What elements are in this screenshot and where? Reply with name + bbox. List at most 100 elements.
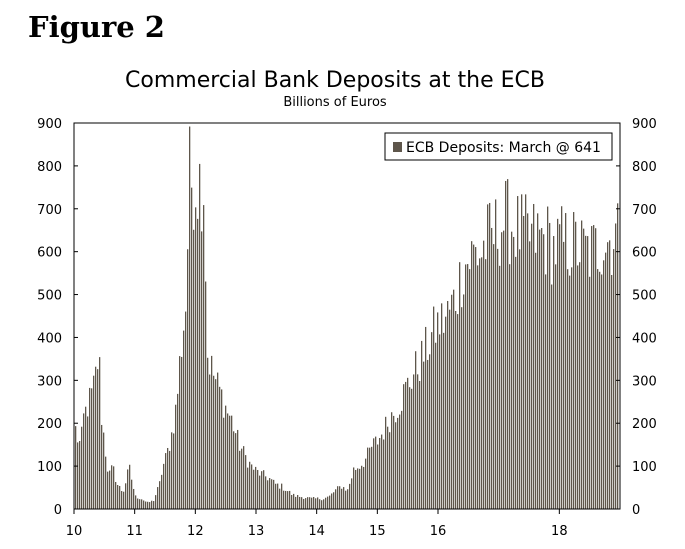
bar [593, 225, 595, 509]
bar [203, 205, 205, 509]
bar [309, 497, 311, 509]
bar [461, 307, 463, 509]
bar [169, 450, 171, 509]
bar [419, 380, 421, 509]
bar [373, 438, 375, 509]
bar [123, 491, 125, 509]
bar [217, 372, 219, 509]
bar [359, 468, 361, 509]
left-y-tick-label: 700 [37, 203, 62, 218]
bar [151, 500, 153, 509]
left-y-tick-label: 800 [37, 160, 62, 175]
bar [97, 369, 99, 509]
left-y-tick-label: 0 [54, 503, 62, 518]
bar [181, 356, 183, 509]
bar [405, 381, 407, 509]
bar [335, 489, 337, 509]
bar [237, 429, 239, 509]
bar [417, 374, 419, 509]
bar [133, 488, 135, 509]
x-tick-label: 14 [308, 524, 325, 539]
bar [567, 269, 569, 509]
bar [617, 203, 619, 509]
bar [105, 456, 107, 509]
bar [577, 265, 579, 509]
bar [457, 314, 459, 509]
bar [143, 500, 145, 509]
bar [303, 498, 305, 509]
figure-label: Figure 2 [28, 10, 165, 44]
bar [445, 316, 447, 509]
legend-box [384, 132, 613, 161]
bar [147, 501, 149, 509]
bar [317, 497, 319, 509]
bar [183, 330, 185, 509]
bar [437, 312, 439, 509]
bar [93, 375, 95, 509]
bar [511, 231, 513, 509]
bar [389, 432, 391, 509]
bar [535, 252, 537, 510]
bar [615, 223, 617, 509]
bar [245, 455, 247, 509]
bar [453, 289, 455, 509]
bar [503, 230, 505, 509]
bar [319, 499, 321, 509]
bar [527, 213, 529, 509]
bar [129, 464, 131, 509]
bar [99, 357, 101, 509]
bar [313, 496, 315, 509]
right-y-tick-label: 700 [632, 203, 657, 218]
bar [287, 491, 289, 509]
left-y-tick-label: 200 [37, 417, 62, 432]
bar [229, 415, 231, 509]
bar [537, 213, 539, 509]
bar [197, 218, 199, 509]
bar [227, 413, 229, 509]
bar [121, 491, 123, 509]
bar [339, 486, 341, 509]
bar [233, 431, 235, 509]
bar [263, 470, 265, 509]
bar [367, 447, 369, 509]
chart-title: Commercial Bank Deposits at the ECB [125, 68, 545, 93]
bar [299, 496, 301, 509]
bar [529, 241, 531, 509]
bar [555, 264, 557, 509]
right-y-tick-label: 100 [632, 460, 657, 475]
bar [549, 222, 551, 509]
bar [137, 498, 139, 509]
bar [159, 481, 161, 509]
bar [259, 475, 261, 509]
bar [195, 207, 197, 510]
bar [521, 194, 523, 510]
bar [207, 357, 209, 509]
bar [277, 483, 279, 509]
bar [257, 469, 259, 509]
bar [125, 483, 127, 509]
bar [251, 464, 253, 509]
bar [289, 490, 291, 509]
bar [241, 448, 243, 509]
bar [383, 439, 385, 509]
bar [369, 447, 371, 509]
x-tick-label: 12 [187, 524, 204, 539]
bar [225, 405, 227, 509]
bar [613, 249, 615, 510]
bar [167, 447, 169, 509]
bar [155, 495, 157, 509]
bar [235, 433, 237, 509]
bar [117, 484, 119, 509]
bar [157, 487, 159, 509]
bar [323, 499, 325, 509]
bar [101, 424, 103, 509]
bar [477, 265, 479, 509]
bar [337, 486, 339, 509]
bar [607, 242, 609, 509]
bar [89, 387, 91, 509]
bar [533, 203, 535, 510]
bar [517, 196, 519, 509]
x-tick-label: 10 [66, 524, 83, 539]
bar [559, 224, 561, 509]
